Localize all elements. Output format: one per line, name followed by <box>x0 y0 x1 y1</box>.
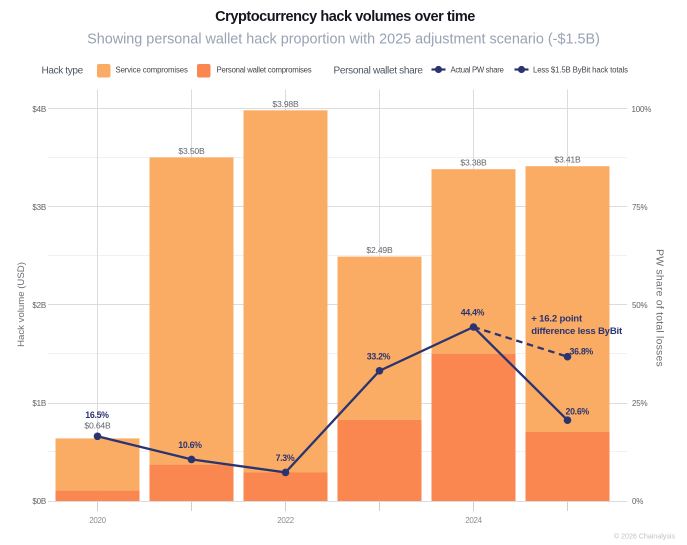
svg-text:$0.64B: $0.64B <box>84 421 111 431</box>
svg-text:$0B: $0B <box>32 497 46 506</box>
svg-text:+ 16.2 point: + 16.2 point <box>531 313 583 324</box>
svg-text:75%: 75% <box>632 203 647 212</box>
svg-text:$4B: $4B <box>32 105 46 114</box>
svg-text:Actual PW share: Actual PW share <box>451 66 504 75</box>
svg-text:33.2%: 33.2% <box>367 352 391 362</box>
svg-text:Service compromises: Service compromises <box>116 66 188 75</box>
svg-text:difference less ByBit: difference less ByBit <box>531 326 623 337</box>
svg-text:Personal wallet share: Personal wallet share <box>334 66 424 77</box>
svg-text:$3.98B: $3.98B <box>272 99 299 109</box>
svg-text:36.8%: 36.8% <box>570 346 594 356</box>
svg-text:$2B: $2B <box>32 301 46 310</box>
svg-text:Hack volume (USD): Hack volume (USD) <box>16 262 27 347</box>
svg-text:Hack type: Hack type <box>42 66 84 77</box>
svg-text:20.6%: 20.6% <box>566 406 590 416</box>
svg-text:7.3%: 7.3% <box>276 453 295 463</box>
svg-text:2020: 2020 <box>89 516 106 525</box>
svg-text:2022: 2022 <box>277 516 294 525</box>
svg-text:Less $1.5B ByBit hack totals: Less $1.5B ByBit hack totals <box>533 66 628 75</box>
svg-text:44.4%: 44.4% <box>461 308 485 318</box>
svg-text:$3B: $3B <box>32 203 46 212</box>
svg-text:PW share of total losses: PW share of total losses <box>654 249 666 367</box>
svg-text:100%: 100% <box>632 105 652 114</box>
svg-text:$3.41B: $3.41B <box>554 155 581 165</box>
svg-text:25%: 25% <box>632 399 647 408</box>
svg-text:$3.50B: $3.50B <box>178 146 205 156</box>
svg-text:© 2026 Chainalysis: © 2026 Chainalysis <box>614 532 676 541</box>
svg-text:$3.38B: $3.38B <box>460 158 487 168</box>
svg-text:16.5%: 16.5% <box>85 410 109 420</box>
svg-text:$2.49B: $2.49B <box>366 245 393 255</box>
svg-text:Personal wallet compromises: Personal wallet compromises <box>217 66 312 75</box>
svg-text:50%: 50% <box>632 301 647 310</box>
svg-text:Showing personal wallet hack p: Showing personal wallet hack proportion … <box>87 32 600 48</box>
svg-text:2024: 2024 <box>465 516 482 525</box>
svg-text:$1B: $1B <box>32 399 46 408</box>
svg-text:Cryptocurrency hack volumes ov: Cryptocurrency hack volumes over time <box>215 9 475 25</box>
svg-text:0%: 0% <box>632 497 643 506</box>
svg-text:10.6%: 10.6% <box>178 440 202 450</box>
